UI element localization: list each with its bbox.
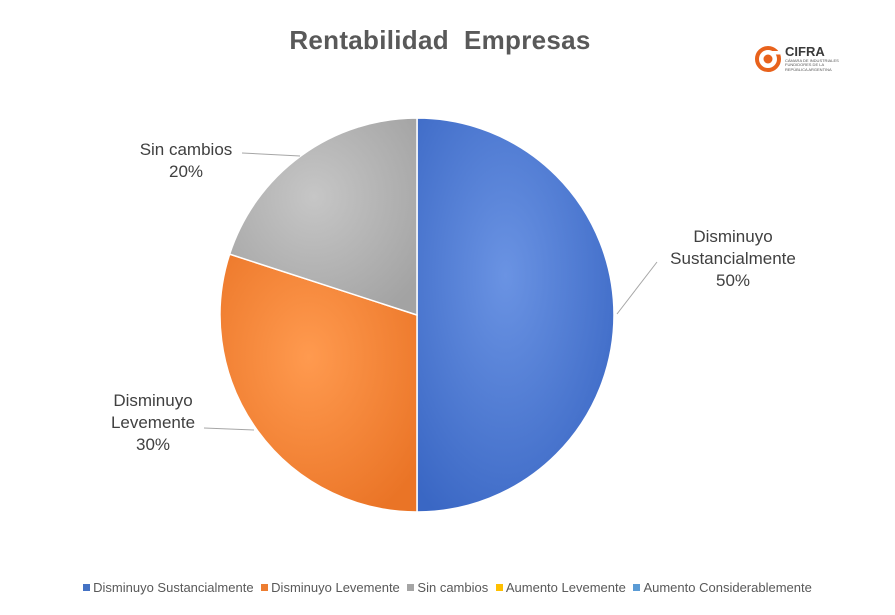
chart-legend: Disminuyo Sustancialmente Disminuyo Leve… <box>0 580 895 595</box>
pie-slice-sin-cambios <box>228 117 418 317</box>
data-label-line: Disminuyo <box>113 391 193 410</box>
legend-item: Disminuyo Levemente <box>261 580 400 595</box>
data-label-disminuyo-levemente: Disminuyo Levemente 30% <box>93 390 213 456</box>
legend-swatch <box>83 584 91 591</box>
leader-line <box>241 152 301 157</box>
legend-label: Aumento Considerablemente <box>643 580 812 595</box>
legend-swatch <box>633 584 641 591</box>
legend-swatch <box>495 584 503 591</box>
data-label-line: Sustancialmente <box>670 249 796 268</box>
leader-line <box>203 427 255 431</box>
cifra-logo: CIFRA CÁMARA DE INDUSTRIALES FUNDIDORES … <box>754 44 854 78</box>
legend-item: Disminuyo Sustancialmente <box>83 580 254 595</box>
data-label-disminuyo-sustancialmente: Disminuyo Sustancialmente 50% <box>653 226 813 292</box>
legend-label: Disminuyo Levemente <box>271 580 400 595</box>
pie-slice-disminuyo-levemente <box>219 253 418 513</box>
data-label-value: 20% <box>168 162 204 181</box>
legend-label: Aumento Levemente <box>505 580 626 595</box>
chart-title: Rentabilidad Empresas <box>289 25 591 55</box>
data-label-line: Disminuyo <box>693 227 773 246</box>
legend-item: Aumento Considerablemente <box>633 580 812 595</box>
cifra-logo-icon <box>755 46 781 72</box>
data-label-line: Sin cambios <box>139 140 233 159</box>
pie-slice-disminuyo-sustancialmente <box>416 117 615 513</box>
logo-subtitle: CÁMARA DE INDUSTRIALES FUNDIDORES DE LA … <box>785 58 855 72</box>
logo-subtitle-line: CÁMARA DE INDUSTRIALES <box>785 58 839 63</box>
legend-item: Aumento Levemente <box>495 580 626 595</box>
leader-line <box>616 261 658 315</box>
data-label-sin-cambios: Sin cambios 20% <box>126 139 246 183</box>
logo-subtitle-line: REPÚBLICA ARGENTINA <box>785 66 832 72</box>
data-label-value: 50% <box>715 271 751 290</box>
legend-label: Disminuyo Sustancialmente <box>93 580 254 595</box>
data-label-line: Levemente <box>110 413 196 432</box>
logo-subtitle-line: FUNDIDORES DE LA <box>785 62 825 68</box>
data-label-value: 30% <box>135 435 171 454</box>
logo-name: CIFRA <box>785 44 825 59</box>
legend-swatch <box>407 584 415 591</box>
legend-item: Sin cambios <box>407 580 488 595</box>
legend-label: Sin cambios <box>417 580 489 595</box>
legend-swatch <box>261 584 269 591</box>
